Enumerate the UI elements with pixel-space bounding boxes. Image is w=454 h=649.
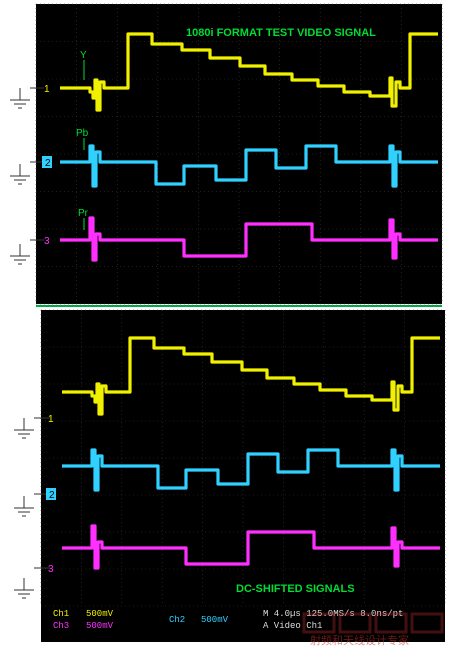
channel-markers: 1 2 3 1 2 3 xyxy=(42,84,56,575)
top-panel-title: 1080i FORMAT TEST VIDEO SIGNAL xyxy=(186,27,376,39)
timebase-readout: M 4.0µs 125.0MS/s 8.0ns/pt xyxy=(263,609,404,619)
watermark-text: 射频和天线设计专家 xyxy=(310,634,409,647)
ch2-scale: 500mV xyxy=(201,615,229,625)
pb-waveform xyxy=(60,144,438,188)
channel-marker-label: 3 xyxy=(44,236,50,247)
status-bar: Ch1 500mV Ch3 500mV Ch2 500mV M 4.0µs 12… xyxy=(41,607,441,637)
bottom-waveforms xyxy=(62,336,440,570)
status-bar-background xyxy=(41,606,445,642)
pb-waveform-shifted xyxy=(62,448,440,492)
channel-marker-box xyxy=(42,156,52,168)
ch1-scale: 500mV xyxy=(86,609,114,619)
ch3-label: Ch3 xyxy=(53,621,70,631)
bottom-graticule xyxy=(40,309,446,607)
channel-marker-box xyxy=(46,488,56,500)
ch1-label: Ch1 xyxy=(53,609,70,619)
channel-marker-label: 1 xyxy=(48,414,54,425)
channel-marker-label: 1 xyxy=(44,84,50,95)
channel-marker-label: 2 xyxy=(49,490,55,501)
y-trace-label: Y xyxy=(80,50,87,61)
ch3-scale: 500mV xyxy=(86,621,114,631)
trigger-readout: A Video Ch1 xyxy=(263,621,323,631)
channel-marker-label: 2 xyxy=(45,158,51,169)
pr-waveform-shifted xyxy=(62,524,440,570)
y-waveform-shifted xyxy=(62,336,440,416)
pr-trace-label: Pr xyxy=(78,208,88,219)
bottom-panel-title: DC-SHIFTED SIGNALS xyxy=(236,583,355,595)
top-waveforms xyxy=(60,32,438,262)
watermark-logo xyxy=(302,612,444,634)
channel-marker-label: 3 xyxy=(48,564,54,575)
top-scope-screen xyxy=(36,4,442,304)
pb-trace-label: Pb xyxy=(76,128,89,139)
ground-symbols xyxy=(10,87,50,599)
ch2-label: Ch2 xyxy=(169,615,186,625)
y-waveform xyxy=(60,32,438,112)
pr-waveform xyxy=(60,216,438,262)
